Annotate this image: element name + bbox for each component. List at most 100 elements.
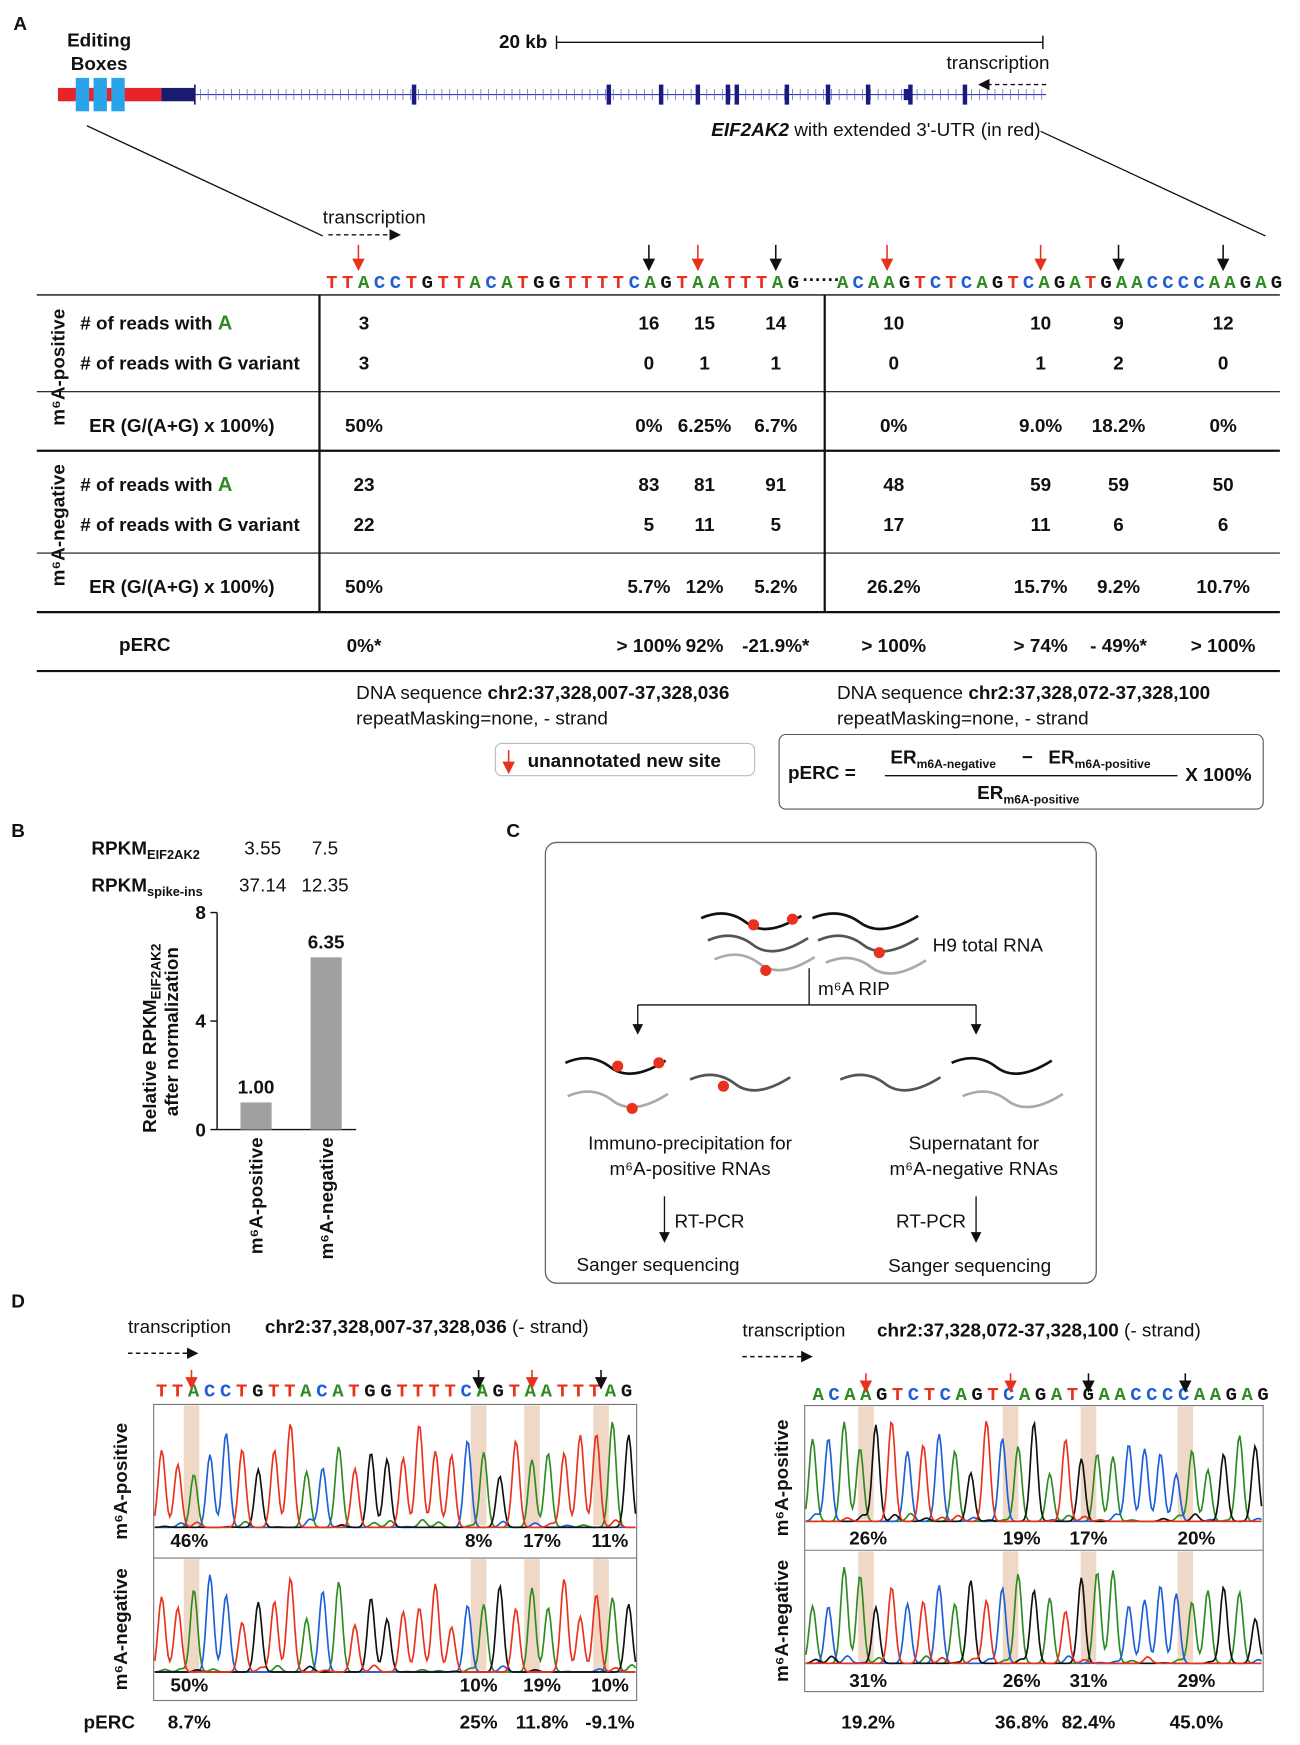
site-percent: 8% bbox=[465, 1531, 493, 1552]
row-label: m⁶A-positive bbox=[111, 1423, 132, 1540]
base: G bbox=[899, 272, 910, 294]
base: T bbox=[156, 1381, 167, 1403]
trace bbox=[154, 1433, 636, 1529]
base: C bbox=[1178, 272, 1189, 294]
editing-box bbox=[111, 77, 125, 112]
base: G bbox=[1257, 1384, 1268, 1406]
text: Supernatant for bbox=[909, 1134, 1039, 1155]
main: RPKM bbox=[91, 875, 147, 896]
text: RT-PCR bbox=[674, 1212, 744, 1233]
text: 3.55 bbox=[244, 839, 281, 860]
site-band bbox=[858, 1551, 874, 1662]
sub: m6A-positive bbox=[1075, 757, 1151, 771]
cell: 1 bbox=[699, 353, 710, 374]
cell: 15.7% bbox=[1014, 577, 1068, 598]
base: G bbox=[1271, 272, 1282, 294]
text: unannotated new site bbox=[528, 751, 721, 772]
cell: 92% bbox=[686, 636, 724, 657]
cell: 50% bbox=[345, 577, 383, 598]
strand: (- strand) bbox=[507, 1317, 589, 1338]
base: G bbox=[1035, 1384, 1046, 1406]
base: G bbox=[971, 1384, 982, 1406]
base: A bbox=[772, 272, 784, 294]
site-percent: 31% bbox=[1070, 1671, 1108, 1692]
text: transcription bbox=[323, 208, 426, 229]
base: A bbox=[860, 1384, 872, 1406]
strand: (- strand) bbox=[1119, 1321, 1201, 1342]
line bbox=[86, 125, 324, 237]
site-percent: 19% bbox=[523, 1676, 561, 1697]
base: G bbox=[1240, 272, 1251, 294]
base: T bbox=[326, 272, 337, 294]
cell: 81 bbox=[694, 475, 715, 496]
cell: 5.7% bbox=[627, 577, 670, 598]
base: A bbox=[188, 1381, 200, 1403]
rna bbox=[714, 953, 816, 972]
sub: spike-ins bbox=[147, 884, 203, 899]
site-percent: 46% bbox=[170, 1531, 208, 1552]
exon bbox=[784, 84, 790, 105]
subscript-label: ERm6A-negative bbox=[890, 747, 996, 770]
cell: 0 bbox=[888, 353, 899, 374]
row-label: # of reads with A bbox=[80, 312, 232, 334]
base: T bbox=[1085, 272, 1096, 294]
perc-value: 8.7% bbox=[168, 1712, 211, 1733]
label: # of reads with bbox=[80, 475, 218, 496]
base: A bbox=[1194, 1384, 1206, 1406]
row-label: ER (G/(A+G) x 100%) bbox=[89, 416, 274, 437]
prefix: DNA sequence bbox=[837, 683, 968, 704]
line bbox=[1040, 130, 1266, 237]
exon bbox=[962, 84, 968, 105]
region: chr2:37,328,072-37,328,100 bbox=[877, 1321, 1119, 1342]
base: T bbox=[573, 1381, 584, 1403]
cell: 50% bbox=[345, 416, 383, 437]
subscript-label: ERm6A-positive bbox=[977, 783, 1079, 806]
row-label: # of reads with G variant bbox=[80, 353, 300, 374]
label: ER (G/(A+G) x 100%) bbox=[89, 416, 274, 437]
site-percent: 29% bbox=[1178, 1671, 1216, 1692]
sub: m6A-negative bbox=[917, 757, 997, 771]
text: H9 total RNA bbox=[933, 936, 1044, 957]
cell: 12% bbox=[686, 577, 724, 598]
cell: 17 bbox=[883, 515, 904, 536]
cell: 0% bbox=[880, 416, 908, 437]
base: G bbox=[1054, 272, 1065, 294]
region-title: chr2:37,328,072-37,328,100 (- strand) bbox=[877, 1321, 1201, 1342]
cell: 50 bbox=[1213, 475, 1234, 496]
base: C bbox=[390, 272, 401, 294]
cell: - 49%* bbox=[1090, 636, 1147, 657]
base: G bbox=[422, 272, 433, 294]
legend-box bbox=[494, 742, 756, 777]
text: m⁶A-positive RNAs bbox=[609, 1159, 770, 1180]
base: C bbox=[828, 1384, 839, 1406]
cell: 0% bbox=[1209, 416, 1237, 437]
base: A bbox=[332, 1381, 344, 1403]
m6a-site bbox=[760, 964, 772, 976]
base: C bbox=[316, 1381, 327, 1403]
rna bbox=[962, 1090, 1064, 1109]
rna bbox=[811, 912, 919, 931]
base: C bbox=[1130, 1384, 1141, 1406]
cell: 3 bbox=[359, 353, 370, 374]
base: C bbox=[1178, 1384, 1189, 1406]
cell: 5 bbox=[770, 515, 781, 536]
cell: 22 bbox=[353, 515, 374, 536]
site-percent: 10% bbox=[591, 1676, 629, 1697]
base: C bbox=[204, 1381, 215, 1403]
cell: 6.25% bbox=[678, 416, 732, 437]
base: A bbox=[1114, 1384, 1126, 1406]
base: A bbox=[837, 272, 849, 294]
text: m⁶A-negative RNAs bbox=[890, 1159, 1059, 1180]
text: transcription bbox=[947, 53, 1050, 74]
site-percent: 11% bbox=[592, 1531, 629, 1552]
site-percent: 31% bbox=[849, 1671, 887, 1692]
formula-box bbox=[778, 733, 1264, 810]
x-tick-label: m⁶A-negative bbox=[317, 1137, 338, 1259]
perc-value: 82.4% bbox=[1062, 1712, 1116, 1733]
main: ER bbox=[1048, 747, 1075, 768]
cell: 1 bbox=[1035, 353, 1046, 374]
data-label: 1.00 bbox=[238, 1078, 275, 1099]
exon bbox=[658, 84, 664, 105]
